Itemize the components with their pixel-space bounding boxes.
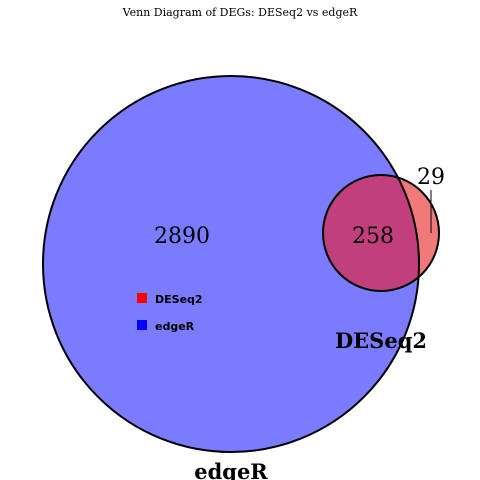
count-edger-only: 2890: [154, 224, 210, 249]
legend-label-edger: edgeR: [155, 320, 195, 333]
set-label-deseq2: DESeq2: [335, 328, 427, 353]
legend-label-deseq2: DESeq2: [155, 293, 203, 306]
chart-title: Venn Diagram of DEGs: DESeq2 vs edgeR: [122, 6, 358, 19]
set-label-edger: edgeR: [194, 459, 268, 480]
legend: DESeq2 edgeR: [137, 293, 203, 333]
legend-swatch-deseq2: [137, 293, 147, 303]
count-intersection: 258: [352, 224, 394, 249]
legend-swatch-edger: [137, 320, 147, 330]
deseq2-outline: [322, 174, 440, 292]
count-deseq2-only: 29: [417, 165, 445, 190]
edger-outline: [42, 75, 420, 453]
edger-circle: [43, 76, 419, 452]
